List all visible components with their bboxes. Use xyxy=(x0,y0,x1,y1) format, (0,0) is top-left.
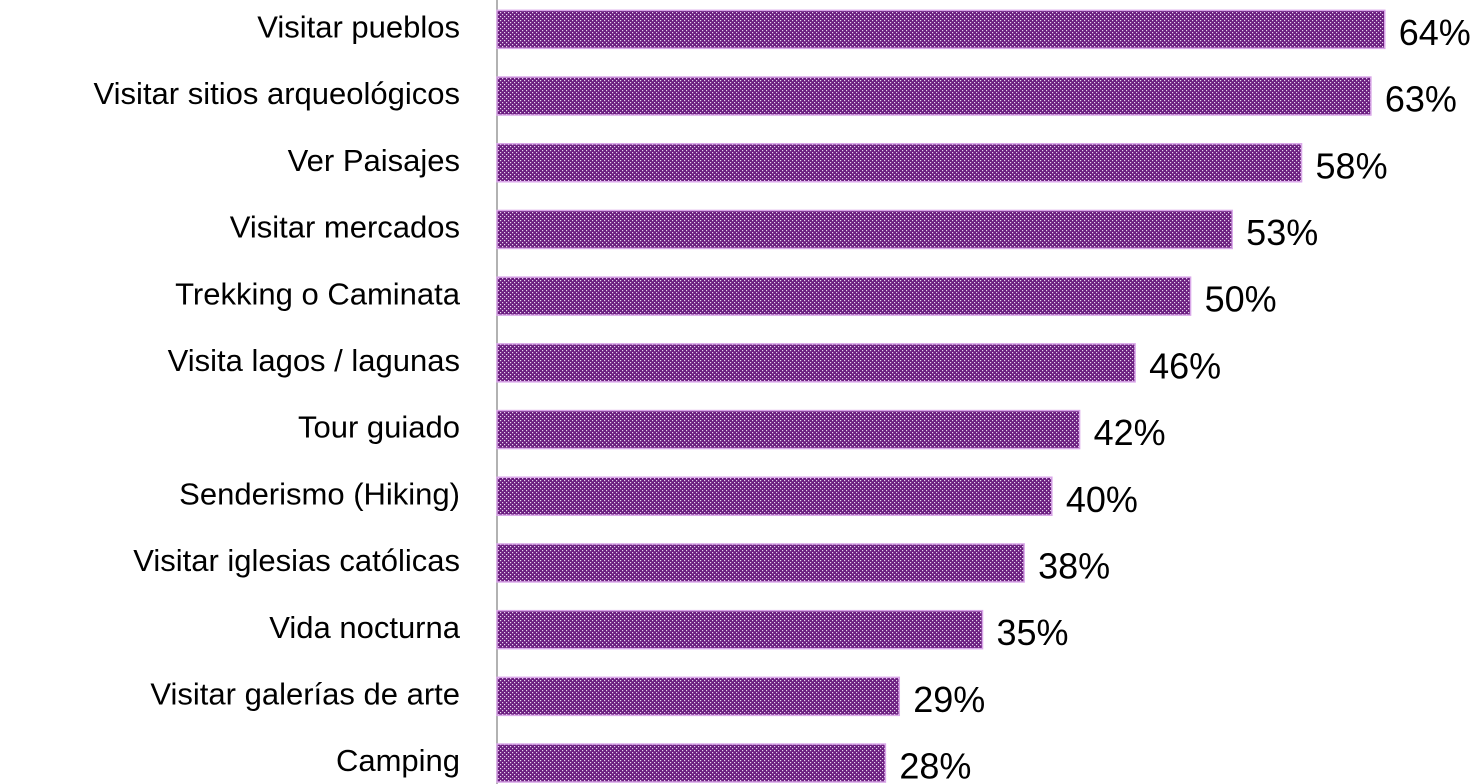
value-label: 38% xyxy=(1038,545,1110,586)
bar xyxy=(496,476,1053,516)
value-label: 42% xyxy=(1094,412,1166,453)
bar xyxy=(496,543,1025,583)
bar xyxy=(496,76,1372,116)
value-label: 50% xyxy=(1205,279,1277,320)
category-label: Visita lagos / lagunas xyxy=(168,343,460,378)
value-label: 28% xyxy=(899,746,971,784)
category-label: Visitar pueblos xyxy=(257,10,460,45)
category-label: Senderismo (Hiking) xyxy=(179,476,460,511)
category-label: Visitar mercados xyxy=(230,210,460,245)
bar xyxy=(496,409,1081,450)
bar xyxy=(496,343,1136,383)
category-label: Visitar iglesias católicas xyxy=(133,543,460,578)
category-label: Visitar sitios arqueológicos xyxy=(94,76,460,111)
bar xyxy=(496,676,901,717)
category-label: Ver Paisajes xyxy=(288,143,460,178)
value-label: 63% xyxy=(1385,79,1457,120)
bar xyxy=(496,743,887,783)
category-label: Camping xyxy=(336,743,460,778)
category-label: Visitar galerías de arte xyxy=(150,677,460,712)
value-label: 40% xyxy=(1066,479,1138,520)
category-label: Tour guiado xyxy=(298,410,460,445)
bar xyxy=(496,609,984,650)
category-label: Vida nocturna xyxy=(269,610,460,645)
value-label: 64% xyxy=(1399,12,1471,53)
category-label: Trekking o Caminata xyxy=(175,276,461,311)
value-label: 46% xyxy=(1149,345,1221,386)
value-label: 35% xyxy=(997,612,1069,653)
value-label: 29% xyxy=(913,679,985,720)
value-label: 53% xyxy=(1246,212,1318,253)
bar xyxy=(496,209,1233,250)
bar xyxy=(496,276,1192,316)
value-label: 58% xyxy=(1316,145,1388,186)
bar xyxy=(496,9,1386,50)
bar xyxy=(496,143,1303,183)
